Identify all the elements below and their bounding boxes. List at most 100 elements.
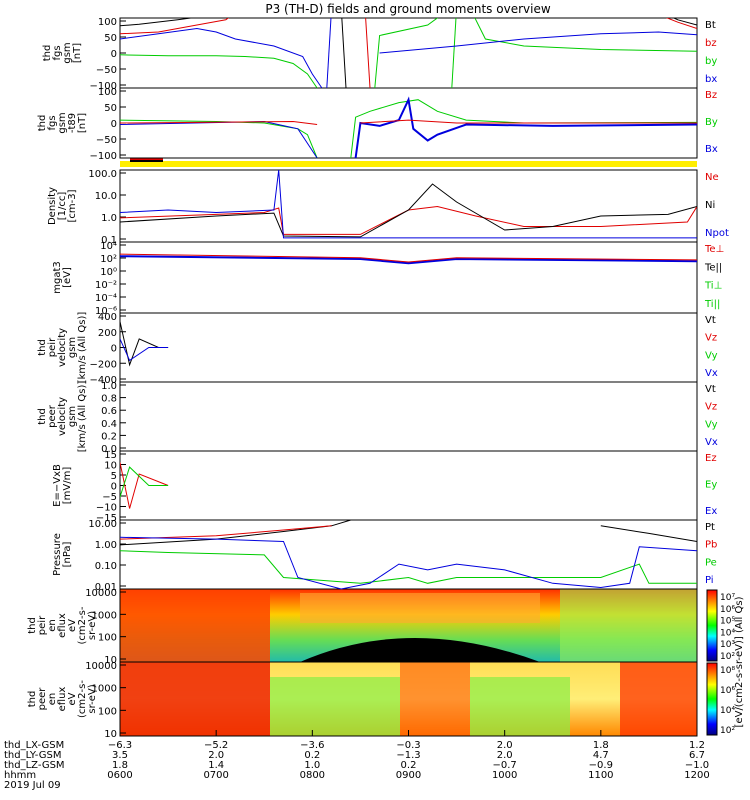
- y-tick-label: 200: [98, 328, 117, 339]
- y-axis-label-line: sr-eV): [87, 684, 98, 713]
- series-by2: [120, 119, 318, 159]
- y-axis-label-line: [1/cc]: [57, 192, 68, 221]
- colorbar-tick-label: 10⁶: [720, 605, 735, 615]
- legend-ey: Ey: [705, 480, 717, 491]
- x-tick-label: 2.0: [208, 750, 224, 761]
- panel-frame: [119, 17, 698, 89]
- series-bt-late: [672, 18, 697, 26]
- spectrogram-band: [470, 677, 570, 736]
- y-axis-label-line: gsm: [67, 406, 78, 427]
- y-axis-label-line: [km/s (All Qs)]: [77, 381, 88, 453]
- x-tick-label: −1.0: [685, 760, 709, 771]
- series-bx-late: [379, 31, 697, 54]
- y-tick-label: 1.00: [95, 540, 117, 551]
- series-te: [120, 253, 697, 263]
- y-axis-label-line: thd: [27, 691, 38, 708]
- spectrogram-band: [120, 589, 270, 662]
- x-row-label: thd_LY-GSM: [4, 750, 61, 761]
- x-tick-label: 1.0: [304, 760, 320, 771]
- x-tick-label: 0800: [300, 770, 325, 781]
- y-axis-label: thd fgs gsm [nT]: [42, 42, 83, 63]
- figure-title: P3 (TH-D) fields and ground moments over…: [265, 2, 550, 16]
- series-bx2-late: [354, 96, 697, 159]
- y-axis-label-line: mgat3: [52, 261, 63, 294]
- series-bz-late: [665, 18, 697, 29]
- x-tick-label: 0900: [396, 770, 421, 781]
- panel-peer_vel: 1.0 0.80.6 0.40.2 0.0 thd peer velocity gsm [km/…: [37, 381, 718, 455]
- traces: [120, 18, 697, 590]
- panel-pressure: 10.00 1.00 0.10 0.01 Pressure [nPa] Pt Pb Pe Pi: [52, 519, 717, 593]
- series-bx-jump: [326, 18, 332, 89]
- y-axis-label-line: Pressure: [52, 533, 63, 576]
- y-axis-label-line: peir: [47, 337, 58, 357]
- y-axis-label-line: eV: [67, 692, 78, 705]
- y-tick-label: 10: [104, 655, 117, 666]
- y-axis-label-line: [nT]: [77, 113, 88, 133]
- series-vt: [120, 321, 169, 367]
- legend-pi: Pi: [705, 575, 714, 586]
- x-tick-label: 2.0: [497, 750, 513, 761]
- y-axis-label-line: thd: [27, 617, 38, 634]
- y-tick-label: −5: [102, 492, 117, 503]
- legend-vx: Vx: [705, 437, 718, 448]
- x-tick-label: 3.5: [112, 750, 128, 761]
- y-tick-label: 0.2: [101, 431, 117, 442]
- spectrogram-band: [400, 662, 470, 736]
- series-bz-jump: [365, 18, 371, 89]
- legend-te: Te⊥: [704, 244, 724, 255]
- legend-vy: Vy: [705, 350, 718, 361]
- x-tick-label: 1.4: [208, 760, 224, 771]
- panel-frame: [119, 312, 698, 383]
- y-tick-label: 10⁰: [100, 267, 117, 278]
- y-tick-label: 400: [98, 312, 117, 323]
- y-axis-label-line: velocity: [57, 328, 68, 367]
- panel-fgs: 100 50 0 −50 −100 thd fgs gsm [nT] Bt bz by bx: [42, 17, 717, 92]
- y-axis-label-line: gsm: [67, 337, 78, 358]
- y-tick-label: 100: [98, 706, 117, 717]
- y-axis-label: Pressure [nPa]: [52, 533, 73, 576]
- legend-pb: Pb: [705, 540, 717, 551]
- panel-frame: [119, 169, 698, 243]
- legend-vt: Vt: [705, 384, 716, 395]
- x-tick-label: 1.8: [112, 760, 128, 771]
- y-axis-label-line: peer: [47, 404, 58, 428]
- series-bt-jump: [341, 18, 347, 89]
- y-axis-label: thd peir velocity gsm [km/s (All Qs)]: [37, 312, 88, 384]
- series-by-late: [474, 18, 697, 52]
- colorbar-tick-label: 10⁶: [720, 686, 735, 696]
- y-tick-label: 10.00: [88, 519, 117, 530]
- y-axis-label-line: en: [47, 619, 58, 632]
- series-ti: [120, 255, 697, 265]
- colorbar-tick-label: 10³: [720, 640, 735, 650]
- series-pb: [120, 525, 332, 540]
- y-axis-label-line: en: [47, 693, 58, 706]
- y-axis-label-line: (cm2-s-: [77, 680, 88, 718]
- y-axis-label-line: [nT]: [72, 43, 83, 63]
- y-tick-label: 100: [98, 633, 117, 644]
- x-row-label: thd_LX-GSM: [4, 740, 64, 751]
- y-axis-label-line: thd: [37, 408, 48, 425]
- x-tick-label: 2.0: [497, 740, 513, 751]
- legend-ez: Ez: [705, 453, 717, 464]
- y-tick-label: 10000: [85, 661, 117, 672]
- series-by-jump: [451, 18, 457, 89]
- panel-frame: [119, 241, 698, 314]
- legend-vz: Vz: [705, 402, 717, 413]
- x-row-label: thd_LZ-GSM: [4, 760, 65, 771]
- series-ne: [120, 205, 697, 235]
- y-axis-label-line: fgs: [47, 115, 58, 130]
- date-label: 2019 Jul 09: [4, 780, 61, 791]
- y-tick-label: −400: [90, 375, 117, 386]
- x-tick-label: −0.3: [396, 740, 420, 751]
- legend-by: By: [705, 117, 718, 128]
- spectrogram-electron: [120, 662, 697, 736]
- y-tick-label: 50: [104, 103, 117, 114]
- x-tick-label: 1200: [684, 770, 709, 781]
- legend-by: by: [705, 56, 717, 67]
- y-axis-label-line: thd: [37, 115, 48, 132]
- panel-frame: [119, 450, 698, 521]
